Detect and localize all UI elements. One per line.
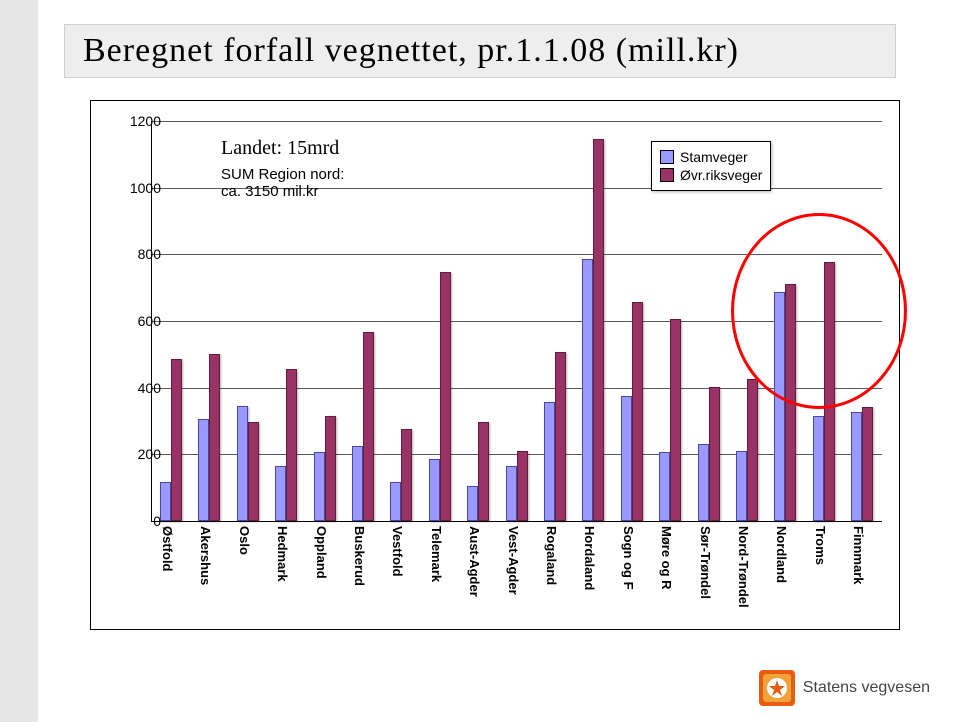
bar-ovr xyxy=(785,284,796,521)
bar-stam xyxy=(851,412,862,521)
bar-ovr xyxy=(517,451,528,521)
legend-label-stam: Stamveger xyxy=(680,149,748,165)
x-tick-label: Akershus xyxy=(198,526,213,585)
x-tick-label: Nord-Trøndel xyxy=(736,526,751,608)
x-tick-label: Vest-Agder xyxy=(506,526,521,595)
x-tick-label: Møre og R xyxy=(659,526,674,590)
gridline xyxy=(152,388,882,389)
bar-ovr xyxy=(747,379,758,521)
bar-stam xyxy=(774,292,785,521)
bar-stam xyxy=(198,419,209,521)
y-tick-label: 200 xyxy=(109,446,161,462)
legend-label-ovr: Øvr.riksveger xyxy=(680,167,762,183)
y-tick-label: 600 xyxy=(109,313,161,329)
bar-ovr xyxy=(171,359,182,521)
bar-stam xyxy=(506,466,517,521)
bar-ovr xyxy=(670,319,681,521)
bar-ovr xyxy=(632,302,643,521)
legend-swatch-ovr xyxy=(660,168,674,182)
bar-stam xyxy=(813,416,824,521)
x-tick-label: Vestfold xyxy=(390,526,405,577)
y-tick-label: 400 xyxy=(109,380,161,396)
legend-item-ovr: Øvr.riksveger xyxy=(660,167,762,183)
chart-frame: 020040060080010001200 ØstfoldAkershusOsl… xyxy=(90,100,900,630)
x-tick-label: Buskerud xyxy=(352,526,367,586)
bar-ovr xyxy=(478,422,489,521)
bar-stam xyxy=(544,402,555,521)
x-tick-label: Oslo xyxy=(237,526,252,555)
bar-stam xyxy=(698,444,709,521)
bar-stam xyxy=(429,459,440,521)
legend-swatch-stam xyxy=(660,150,674,164)
bar-ovr xyxy=(555,352,566,521)
gridline xyxy=(152,254,882,255)
x-tick-label: Sør-Trøndel xyxy=(698,526,713,599)
gridline xyxy=(152,321,882,322)
x-tick-label: Nordland xyxy=(774,526,789,583)
bar-ovr xyxy=(401,429,412,521)
plot-area xyxy=(151,121,882,522)
x-tick-label: Rogaland xyxy=(544,526,559,585)
chart-title-box: Beregnet forfall vegnettet, pr.1.1.08 (m… xyxy=(64,24,896,78)
gridline xyxy=(152,188,882,189)
gridline xyxy=(152,121,882,122)
x-tick-label: Hordaland xyxy=(582,526,597,590)
x-tick-label: Aust-Agder xyxy=(467,526,482,597)
bar-ovr xyxy=(248,422,259,521)
y-tick-label: 1200 xyxy=(109,113,161,129)
bar-stam xyxy=(467,486,478,521)
legend-item-stam: Stamveger xyxy=(660,149,762,165)
bar-ovr xyxy=(593,139,604,521)
x-tick-label: Telemark xyxy=(429,526,444,582)
chart-title: Beregnet forfall vegnettet, pr.1.1.08 (m… xyxy=(83,32,739,70)
logo: Statens vegvesen xyxy=(759,670,930,706)
bar-stam xyxy=(314,452,325,521)
y-tick-label: 800 xyxy=(109,246,161,262)
bar-stam xyxy=(736,451,747,521)
x-tick-label: Finnmark xyxy=(851,526,866,585)
logo-icon xyxy=(759,670,795,706)
bar-ovr xyxy=(440,272,451,521)
bar-ovr xyxy=(325,416,336,521)
sidebar-stripe xyxy=(0,0,38,722)
bar-ovr xyxy=(824,262,835,521)
y-tick-label: 1000 xyxy=(109,180,161,196)
bar-stam xyxy=(237,406,248,521)
logo-text: Statens vegvesen xyxy=(803,679,930,697)
x-tick-label: Østfold xyxy=(160,526,175,572)
bar-ovr xyxy=(862,407,873,521)
bar-ovr xyxy=(209,354,220,521)
x-tick-label: Sogn og F xyxy=(621,526,636,590)
bar-stam xyxy=(582,259,593,521)
bar-ovr xyxy=(363,332,374,521)
bar-stam xyxy=(621,396,632,521)
bar-stam xyxy=(275,466,286,521)
x-tick-label: Troms xyxy=(813,526,828,565)
bar-ovr xyxy=(709,387,720,521)
bar-stam xyxy=(352,446,363,521)
legend: Stamveger Øvr.riksveger xyxy=(651,141,771,191)
bar-stam xyxy=(160,482,171,521)
bar-stam xyxy=(390,482,401,521)
bar-stam xyxy=(659,452,670,521)
x-tick-label: Oppland xyxy=(314,526,329,579)
bar-ovr xyxy=(286,369,297,521)
x-tick-label: Hedmark xyxy=(275,526,290,582)
x-axis-labels: Østfold Akershus Oslo Hedmark Oppland Buskeru… xyxy=(151,526,881,616)
